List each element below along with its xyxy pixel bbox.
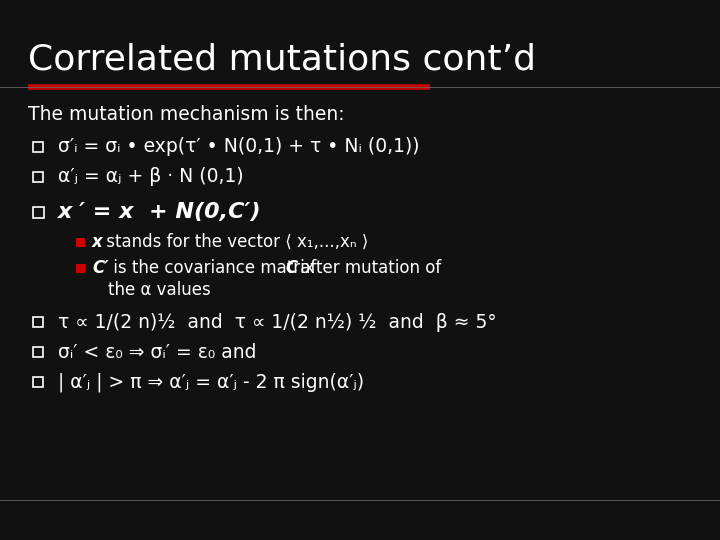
Text: stands for the vector ⟨ x₁,...,xₙ ⟩: stands for the vector ⟨ x₁,...,xₙ ⟩ (101, 233, 369, 251)
Bar (33, 172, 43, 182)
Bar (33, 142, 43, 152)
Text: Correlated mutations cont’d: Correlated mutations cont’d (28, 43, 536, 77)
Text: is the covariance matrix: is the covariance matrix (108, 259, 320, 277)
Bar (33, 317, 43, 327)
Text: x ′ = x  + N(0,C′): x ′ = x + N(0,C′) (58, 202, 261, 222)
Text: C′: C′ (92, 259, 109, 277)
Text: τ ∝ 1/(2 n)½  and  τ ∝ 1/(2 n½) ½  and  β ≈ 5°: τ ∝ 1/(2 n)½ and τ ∝ 1/(2 n½) ½ and β ≈ … (58, 313, 497, 332)
Text: | α′ⱼ | > π ⇒ α′ⱼ = α′ⱼ - 2 π sign(α′ⱼ): | α′ⱼ | > π ⇒ α′ⱼ = α′ⱼ - 2 π sign(α′ⱼ) (58, 372, 364, 391)
Text: σᵢ′ < ε₀ ⇒ σᵢ′ = ε₀ and: σᵢ′ < ε₀ ⇒ σᵢ′ = ε₀ and (58, 342, 256, 361)
Text: C: C (285, 259, 297, 277)
Bar (33, 377, 43, 387)
Text: the α values: the α values (108, 281, 211, 299)
Text: after mutation of: after mutation of (295, 259, 441, 277)
Text: The mutation mechanism is then:: The mutation mechanism is then: (28, 105, 345, 125)
Bar (76, 238, 84, 246)
Bar (33, 347, 43, 357)
Text: σ′ᵢ = σᵢ • exp(τ′ • N(0,1) + τ • Nᵢ (0,1)): σ′ᵢ = σᵢ • exp(τ′ • N(0,1) + τ • Nᵢ (0,1… (58, 138, 420, 157)
Bar (76, 264, 84, 273)
Text: α′ⱼ = αⱼ + β · N (0,1): α′ⱼ = αⱼ + β · N (0,1) (58, 167, 243, 186)
Text: x: x (92, 233, 103, 251)
Bar (32, 206, 43, 218)
